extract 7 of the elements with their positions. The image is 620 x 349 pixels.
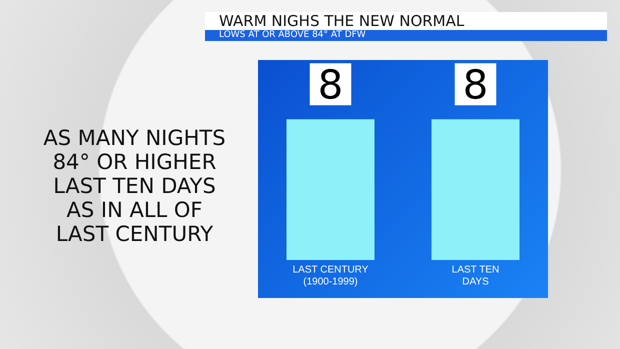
x-tick-label: LAST CENTURY (1900-1999) bbox=[292, 264, 369, 288]
chart-subtitle: LOWS AT OR ABOVE 84° AT DFW bbox=[205, 30, 607, 41]
data-label: 8 bbox=[462, 62, 488, 108]
text: AS MANY NIGHTS 84° OR HIGHER LAST TEN DAYS AS IN ALL OF LAST CENTURY bbox=[42, 126, 227, 246]
chart-title: WARM NIGHS THE NEW NORMAL bbox=[205, 12, 607, 30]
data-label: 8 bbox=[318, 62, 344, 108]
x-tick-label: LAST TEN DAYS bbox=[452, 264, 500, 288]
